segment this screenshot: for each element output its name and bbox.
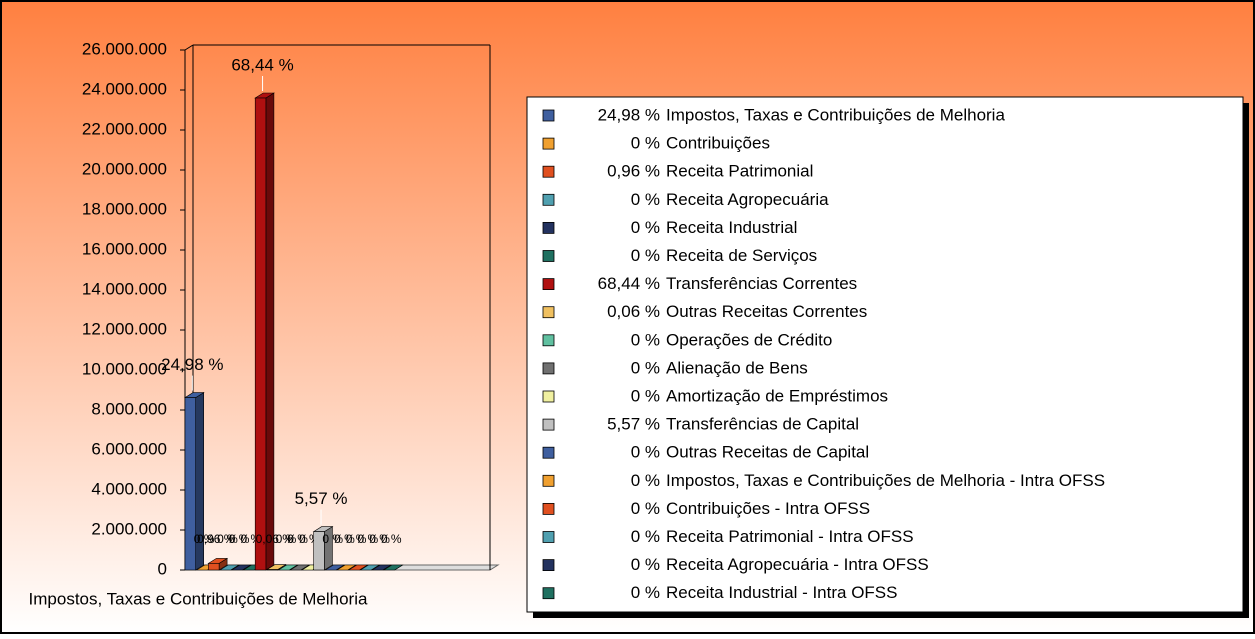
y-tick-label: 8.000.000 <box>91 399 167 418</box>
legend-swatch <box>543 560 554 571</box>
bar-front <box>208 563 219 570</box>
legend-label: Receita Agropecuária <box>666 190 829 209</box>
legend-label: Amortização de Empréstimos <box>666 386 888 405</box>
legend-label: Impostos, Taxas e Contribuições de Melho… <box>666 105 1005 124</box>
legend-label: Contribuições <box>666 134 770 153</box>
legend-percent: 24,98 % <box>598 105 660 124</box>
y-tick-label: 12.000.000 <box>82 319 167 338</box>
y-tick-label: 22.000.000 <box>82 119 167 138</box>
legend-swatch <box>543 335 554 346</box>
legend-swatch <box>543 279 554 290</box>
legend-label: Impostos, Taxas e Contribuições de Melho… <box>666 471 1105 490</box>
bar <box>255 93 274 570</box>
legend-percent: 0,06 % <box>607 302 660 321</box>
legend-percent: 0 % <box>631 330 660 349</box>
data-label: 5,57 % <box>295 489 348 508</box>
legend-percent: 0 % <box>631 443 660 462</box>
legend-percent: 0,96 % <box>607 162 660 181</box>
legend-label: Receita Industrial - Intra OFSS <box>666 583 897 602</box>
legend-label: Receita de Serviços <box>666 246 817 265</box>
legend-swatch <box>543 503 554 514</box>
legend-label: Outras Receitas de Capital <box>666 443 869 462</box>
legend-percent: 0 % <box>631 499 660 518</box>
legend-percent: 0 % <box>631 358 660 377</box>
legend-label: Receita Agropecuária - Intra OFSS <box>666 555 929 574</box>
y-tick-label: 16.000.000 <box>82 239 167 258</box>
legend-label: Receita Patrimonial - Intra OFSS <box>666 527 914 546</box>
data-label: 24,98 % <box>161 355 223 374</box>
bar-side <box>266 93 274 570</box>
legend-label: Transferências de Capital <box>666 415 859 434</box>
legend-swatch <box>543 251 554 262</box>
legend-swatch <box>543 532 554 543</box>
y-tick-label: 26.000.000 <box>82 39 167 58</box>
legend-swatch <box>543 307 554 318</box>
legend-percent: 0 % <box>631 246 660 265</box>
legend-percent: 0 % <box>631 218 660 237</box>
legend-percent: 0 % <box>631 190 660 209</box>
data-label: 68,44 % <box>231 55 293 74</box>
legend-label: Outras Receitas Correntes <box>666 302 867 321</box>
legend-swatch <box>543 138 554 149</box>
bar-front <box>255 98 266 570</box>
y-tick-label: 10.000.000 <box>82 359 167 378</box>
legend-label: Contribuições - Intra OFSS <box>666 499 870 518</box>
legend-label: Alienação de Bens <box>666 358 808 377</box>
y-tick-label: 18.000.000 <box>82 199 167 218</box>
y-tick-label: 2.000.000 <box>91 519 167 538</box>
legend-label: Receita Industrial <box>666 218 797 237</box>
legend-percent: 0 % <box>631 527 660 546</box>
legend-swatch <box>543 363 554 374</box>
legend-label: Operações de Crédito <box>666 330 832 349</box>
legend-swatch <box>543 222 554 233</box>
data-label: 0 % <box>381 532 402 546</box>
x-tick-label: Impostos, Taxas e Contribuições de Melho… <box>29 589 368 608</box>
y-tick-label: 24.000.000 <box>82 79 167 98</box>
legend-swatch <box>543 391 554 402</box>
y-tick-label: 0 <box>158 559 167 578</box>
legend-swatch <box>543 419 554 430</box>
legend-swatch <box>543 194 554 205</box>
legend-swatch <box>543 110 554 121</box>
legend-swatch <box>543 475 554 486</box>
legend-swatch <box>543 166 554 177</box>
legend-percent: 0 % <box>631 471 660 490</box>
legend-swatch <box>543 447 554 458</box>
y-tick-label: 20.000.000 <box>82 159 167 178</box>
legend-label: Receita Patrimonial <box>666 162 813 181</box>
legend-percent: 5,57 % <box>607 415 660 434</box>
legend-percent: 0 % <box>631 134 660 153</box>
legend-percent: 0 % <box>631 386 660 405</box>
legend-label: Transferências Correntes <box>666 274 857 293</box>
legend-percent: 68,44 % <box>598 274 660 293</box>
y-tick-label: 4.000.000 <box>91 479 167 498</box>
legend-swatch <box>543 588 554 599</box>
y-tick-label: 6.000.000 <box>91 439 167 458</box>
legend-percent: 0 % <box>631 555 660 574</box>
y-tick-label: 14.000.000 <box>82 279 167 298</box>
legend-percent: 0 % <box>631 583 660 602</box>
